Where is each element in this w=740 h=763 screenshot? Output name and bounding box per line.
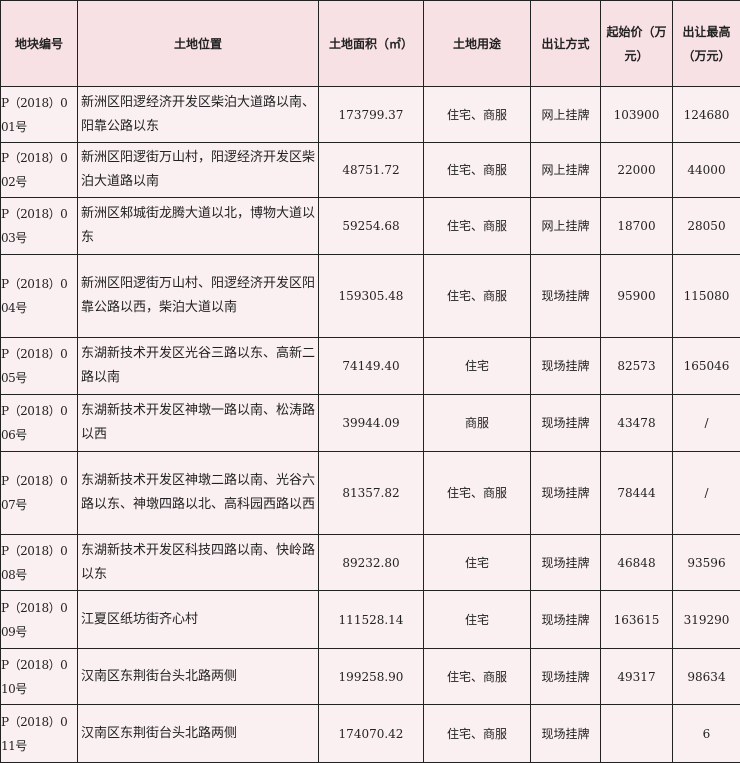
table-cell: 98634 <box>672 648 740 705</box>
table-cell: 22000 <box>600 142 673 198</box>
table-cell: P（2018）006号 <box>0 394 78 452</box>
table-cell: 46848 <box>600 534 673 591</box>
table-cell: 111528.14 <box>318 590 424 649</box>
table-cell: 东湖新技术开发区科技四路以南、快岭路以东 <box>77 534 319 591</box>
table-row: P（2018）005号 东湖新技术开发区光谷三路以东、高新二路以南 74149.40… <box>0 337 740 395</box>
table-cell: 住宅、商服 <box>423 451 531 535</box>
table-body: P（2018）001号 新洲区阳逻经济开发区柴泊大道路以南、阳靠公路以东 17379… <box>0 86 740 763</box>
table-cell: 东湖新技术开发区神墩一路以南、松涛路以西 <box>77 394 319 452</box>
table-cell: 现场挂牌 <box>530 534 601 591</box>
table-cell: 新洲区阳逻街万山村、阳逻经济开发区阳靠公路以西，柴泊大道以南 <box>77 254 319 338</box>
table-cell: 新洲区邾城街龙腾大道以北，博物大道以东 <box>77 197 319 255</box>
table-cell: 现场挂牌 <box>530 254 601 338</box>
table-cell: P（2018）002号 <box>0 142 78 198</box>
table-cell: 93596 <box>672 534 740 591</box>
table-cell: 现场挂牌 <box>530 451 601 535</box>
table-row: P（2018）001号 新洲区阳逻经济开发区柴泊大道路以南、阳靠公路以东 17379… <box>0 86 740 143</box>
table-cell: 住宅、商服 <box>423 704 531 763</box>
table-cell <box>600 704 673 763</box>
table-cell: P（2018）004号 <box>0 254 78 338</box>
table-cell: 78444 <box>600 451 673 535</box>
table-cell: 173799.37 <box>318 86 424 143</box>
table-cell: 现场挂牌 <box>530 648 601 705</box>
table-cell: 82573 <box>600 337 673 395</box>
table-cell: 住宅 <box>423 534 531 591</box>
table-cell: 住宅 <box>423 590 531 649</box>
table-cell: 28050 <box>672 197 740 255</box>
table-cell: 住宅、商服 <box>423 86 531 143</box>
table-cell: 6 <box>672 704 740 763</box>
table-row: P（2018）008号 东湖新技术开发区科技四路以南、快岭路以东 89232.80 住… <box>0 534 740 591</box>
table-cell: 现场挂牌 <box>530 394 601 452</box>
table-cell: P（2018）009号 <box>0 590 78 649</box>
table-cell: P（2018）007号 <box>0 451 78 535</box>
header-cell: 出让方式 <box>530 0 601 87</box>
table-cell: 住宅、商服 <box>423 648 531 705</box>
table-cell: 汉南区东荆街台头北路两侧 <box>77 648 319 705</box>
header-cell: 出让最高（万元） <box>672 0 740 87</box>
table-cell: 39944.09 <box>318 394 424 452</box>
table-cell: 住宅 <box>423 337 531 395</box>
table-cell: 174070.42 <box>318 704 424 763</box>
table-cell: 124680 <box>672 86 740 143</box>
table-cell: 103900 <box>600 86 673 143</box>
table-cell: 18700 <box>600 197 673 255</box>
header-cell: 起始价（万元） <box>600 0 673 87</box>
table-cell: 商服 <box>423 394 531 452</box>
header-row: 地块编号 土地位置 土地面积（㎡） 土地用途 出让方式 起始价（万元） 出让最高（万元） <box>0 0 740 87</box>
header-cell: 土地位置 <box>77 0 319 87</box>
table-cell: P（2018）011号 <box>0 704 78 763</box>
table-cell: 89232.80 <box>318 534 424 591</box>
table-cell: P（2018）005号 <box>0 337 78 395</box>
table-cell: / <box>672 394 740 452</box>
table-cell: 住宅、商服 <box>423 197 531 255</box>
table-cell: 新洲区阳逻经济开发区柴泊大道路以南、阳靠公路以东 <box>77 86 319 143</box>
table-row: P（2018）009号 江夏区纸坊街齐心村 111528.14 住宅 现场挂牌 16361… <box>0 590 740 649</box>
table-cell: 95900 <box>600 254 673 338</box>
table-row: P（2018）003号 新洲区邾城街龙腾大道以北，博物大道以东 59254.68 住宅… <box>0 197 740 255</box>
table-row: P（2018）011号 汉南区东荆街台头北路两侧 174070.42 住宅、商服 现场挂… <box>0 704 740 763</box>
table-cell: 199258.90 <box>318 648 424 705</box>
table-cell: 319290 <box>672 590 740 649</box>
table-row: P（2018）007号 东湖新技术开发区神墩二路以南、光谷六路以东、神墩四路以北、… <box>0 451 740 535</box>
table-cell: 汉南区东荆街台头北路两侧 <box>77 704 319 763</box>
table-cell: P（2018）001号 <box>0 86 78 143</box>
table-cell: P（2018）010号 <box>0 648 78 705</box>
table-cell: 现场挂牌 <box>530 337 601 395</box>
table-cell: 现场挂牌 <box>530 704 601 763</box>
table-cell: 网上挂牌 <box>530 86 601 143</box>
table-cell: 165046 <box>672 337 740 395</box>
table-cell: 新洲区阳逻街万山村，阳逻经济开发区柴泊大道路以南 <box>77 142 319 198</box>
table-row: P（2018）004号 新洲区阳逻街万山村、阳逻经济开发区阳靠公路以西，柴泊大道以… <box>0 254 740 338</box>
table-cell: 48751.72 <box>318 142 424 198</box>
table-cell: 东湖新技术开发区光谷三路以东、高新二路以南 <box>77 337 319 395</box>
table-cell: 159305.48 <box>318 254 424 338</box>
table-cell: 163615 <box>600 590 673 649</box>
table-cell: 44000 <box>672 142 740 198</box>
table-cell: 住宅、商服 <box>423 142 531 198</box>
table-cell: 59254.68 <box>318 197 424 255</box>
table-cell: 现场挂牌 <box>530 590 601 649</box>
table-row: P（2018）006号 东湖新技术开发区神墩一路以南、松涛路以西 39944.09 商… <box>0 394 740 452</box>
table-cell: 115080 <box>672 254 740 338</box>
header-cell: 土地面积（㎡） <box>318 0 424 87</box>
header-cell: 地块编号 <box>0 0 78 87</box>
table-cell: 49317 <box>600 648 673 705</box>
table-cell: 住宅、商服 <box>423 254 531 338</box>
table-cell: 74149.40 <box>318 337 424 395</box>
table-cell: / <box>672 451 740 535</box>
table-cell: P（2018）008号 <box>0 534 78 591</box>
table-cell: 江夏区纸坊街齐心村 <box>77 590 319 649</box>
table-cell: P（2018）003号 <box>0 197 78 255</box>
table-cell: 网上挂牌 <box>530 197 601 255</box>
table-cell: 43478 <box>600 394 673 452</box>
table-row: P（2018）002号 新洲区阳逻街万山村，阳逻经济开发区柴泊大道路以南 48751… <box>0 142 740 198</box>
header-cell: 土地用途 <box>423 0 531 87</box>
table-cell: 81357.82 <box>318 451 424 535</box>
table-cell: 东湖新技术开发区神墩二路以南、光谷六路以东、神墩四路以北、高科园西路以西 <box>77 451 319 535</box>
table-row: P（2018）010号 汉南区东荆街台头北路两侧 199258.90 住宅、商服 现场挂… <box>0 648 740 705</box>
table-cell: 网上挂牌 <box>530 142 601 198</box>
